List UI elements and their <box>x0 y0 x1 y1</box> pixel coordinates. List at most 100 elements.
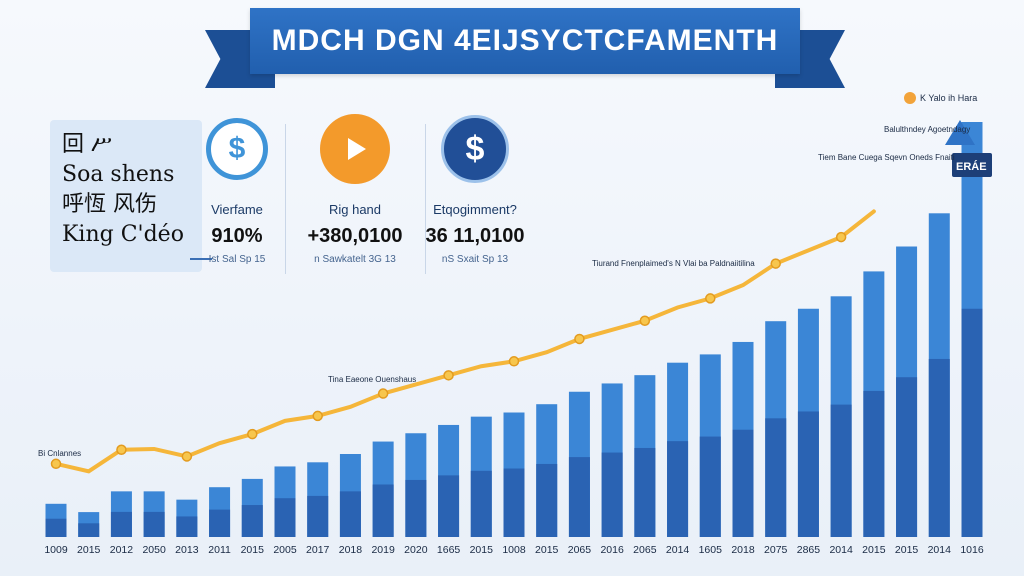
x-tick-label: 2019 <box>371 544 395 556</box>
bar-lower-12 <box>438 475 460 537</box>
x-tick-label: 1605 <box>699 544 723 556</box>
stat-label: Vierfame <box>211 202 263 217</box>
x-tick-label: 2014 <box>666 544 690 556</box>
trend-line <box>54 209 876 474</box>
stat-value: 910% <box>211 225 263 247</box>
bar <box>470 416 492 537</box>
bar <box>667 362 689 537</box>
bar-lower-3 <box>143 511 165 537</box>
bar-lower-9 <box>339 491 361 537</box>
bar <box>45 503 67 537</box>
bar-lower-23 <box>797 411 819 537</box>
bar <box>274 466 296 537</box>
bar <box>928 213 950 538</box>
bar-lower-22 <box>765 418 787 537</box>
stat-label: Etqogimment? <box>433 202 517 217</box>
trend-dot <box>181 451 193 462</box>
x-tick-label: 2011 <box>208 544 231 556</box>
annotation-4: Tiem Bane Cuega Sqevn Oneds Fnaiti <box>818 153 955 162</box>
x-axis: 1009 2015 2012 2050 2013 2011 2015 2005 2017 2018… <box>44 544 984 556</box>
bar <box>143 491 165 537</box>
bar <box>536 404 558 537</box>
trend-dot <box>312 410 323 422</box>
bar-lower-4 <box>176 516 198 537</box>
x-tick-label: 2865 <box>797 544 821 556</box>
bar <box>797 308 819 537</box>
stat-label: Rig hand <box>328 202 382 217</box>
info-line-2: Soa shens <box>62 162 175 187</box>
bar <box>503 412 525 537</box>
bar <box>209 487 231 537</box>
x-tick-label: 2005 <box>273 544 297 556</box>
annotation-3: Tiurand Fnenplaimed's N Vlai ba Paldnaii… <box>592 259 755 268</box>
bar <box>78 512 100 537</box>
dollar-circle-icon: $ <box>206 118 268 180</box>
bar <box>339 454 361 537</box>
bar-lower-17 <box>601 452 623 537</box>
bar-lower-14 <box>503 468 525 537</box>
annotation-4-text: Tiem Bane Cuega Sqevn Oneds Fnaiti <box>818 153 955 162</box>
bar <box>961 122 983 537</box>
bar-lower-10 <box>372 484 394 537</box>
bar <box>601 383 623 537</box>
info-line-4: King C'déo <box>62 222 184 247</box>
bar <box>372 441 394 537</box>
arrow-head-icon <box>945 120 975 145</box>
bar-lower-21 <box>732 429 754 537</box>
bar-lower-28 <box>961 308 983 537</box>
bar-lower-0 <box>45 518 67 537</box>
bar-lower-20 <box>699 436 721 537</box>
bar <box>732 341 754 537</box>
x-tick-label: 2015 <box>862 544 886 556</box>
x-tick-label: 2015 <box>77 544 101 556</box>
chart-title: MDCH DGN 4EIJSYCTCFAMENTH <box>250 8 800 74</box>
x-tick-label: 1009 <box>44 544 68 556</box>
x-tick-label: 2012 <box>110 544 134 556</box>
bar-lower-19 <box>667 441 689 537</box>
bar <box>438 424 460 537</box>
corner-note-text: K Yalo ih Hara <box>920 93 978 103</box>
bar <box>634 375 656 537</box>
annotation-3-text: Tiurand Fnenplaimed's N Vlai ba Paldnaii… <box>592 259 755 268</box>
trend-dot <box>705 293 716 304</box>
trend-dot <box>377 388 389 399</box>
dollar-icon: $ <box>441 115 509 183</box>
bar-lower-8 <box>307 495 329 537</box>
annotation-1: Bi Cnlannes <box>38 449 81 458</box>
annotation-5: Balulthndey Agoetndagy <box>884 125 970 134</box>
trend-dot <box>508 356 520 367</box>
x-tick-label: 2020 <box>404 544 428 556</box>
stat-sub: Ist Sal Sp 15 <box>208 254 266 265</box>
stat-sub: n Sawkatelt 3G 13 <box>314 254 396 265</box>
play-icon <box>320 114 390 184</box>
bar <box>405 433 427 537</box>
bar <box>896 246 918 537</box>
bar-lower-25 <box>863 390 885 537</box>
info-underline <box>190 258 212 260</box>
x-tick-label: 2016 <box>600 544 624 556</box>
stat-value: +380,0100 <box>307 225 403 247</box>
trend-dot <box>639 315 651 326</box>
info-line-3: 呼恆 风伤 <box>62 192 157 217</box>
x-tick-label: 2065 <box>633 544 657 556</box>
bar-lower-15 <box>536 463 558 537</box>
x-tick-label: 2014 <box>829 544 853 556</box>
divider <box>285 124 286 274</box>
bar-lower-16 <box>568 457 590 537</box>
x-tick-label: 2013 <box>175 544 199 556</box>
x-tick-label: 2065 <box>568 544 592 556</box>
x-tick-label: 2015 <box>470 544 494 556</box>
bar <box>176 499 198 537</box>
bar-lower-27 <box>928 358 950 537</box>
trend-dot <box>116 444 127 455</box>
bar-lower-1 <box>78 523 100 537</box>
stat-sub: nS Sxait Sp 13 <box>441 254 509 265</box>
x-tick-label: 2014 <box>928 544 952 556</box>
bar-lower-11 <box>405 479 427 537</box>
trend-dot <box>50 458 62 470</box>
trend-dot <box>574 333 585 345</box>
bar-lower-6 <box>241 505 263 537</box>
x-tick-label: 2017 <box>306 544 330 556</box>
stat-card-2: Rig hand +380,0100 n Sawkatelt 3G 13 <box>290 114 420 265</box>
bar-lower-5 <box>209 509 231 537</box>
